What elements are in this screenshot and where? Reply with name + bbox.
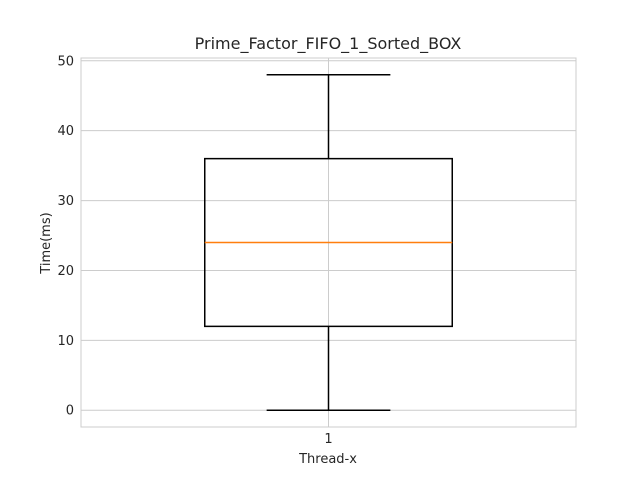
- y-axis-label: Time(ms): [39, 212, 54, 274]
- plot-area: [204, 74, 453, 411]
- y-tick-label: 20: [57, 264, 74, 279]
- y-tick-label: 10: [57, 334, 74, 349]
- plot-frame: [80, 57, 577, 428]
- y-tick-label: 0: [66, 404, 74, 419]
- tick-labels: 0 10 20 30 40 50 1: [57, 54, 332, 447]
- chart-title: Prime_Factor_FIFO_1_Sorted_BOX: [195, 34, 462, 54]
- y-tick-label: 50: [57, 54, 74, 69]
- x-tick-label: 1: [324, 432, 332, 447]
- x-axis-label: Thread-x: [298, 452, 357, 467]
- y-tick-label: 40: [57, 124, 74, 139]
- y-tick-label: 30: [57, 194, 74, 209]
